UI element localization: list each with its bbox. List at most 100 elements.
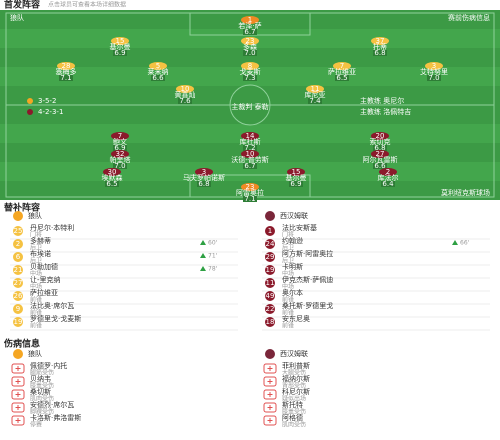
sub-position: 后卫 bbox=[282, 244, 294, 252]
home-dot bbox=[27, 98, 33, 104]
sub-number-badge[interactable] bbox=[13, 239, 23, 249]
player-name: 莱米纳 bbox=[148, 67, 169, 76]
player-badge[interactable] bbox=[195, 168, 213, 176]
sub-number: 21 bbox=[14, 266, 23, 274]
player-name: 库法尔 bbox=[378, 173, 399, 182]
player-rating: 7.0 bbox=[428, 74, 439, 82]
player-badge[interactable] bbox=[176, 85, 194, 93]
player-rating: 7.1 bbox=[60, 74, 71, 82]
player-name: 马夫罗帕诺斯 bbox=[183, 173, 225, 182]
rating-box bbox=[243, 196, 257, 202]
rating-box bbox=[113, 145, 127, 151]
injury-cross bbox=[15, 418, 21, 423]
sub-position: 门将 bbox=[282, 231, 294, 239]
injured-name: 桑切斯 bbox=[30, 387, 51, 396]
player-badge[interactable] bbox=[241, 62, 259, 70]
sub-position: 中场 bbox=[30, 283, 42, 291]
player-rating: 7.2 bbox=[244, 144, 255, 152]
player-badge[interactable] bbox=[379, 168, 397, 176]
sub-number: 19 bbox=[266, 266, 275, 274]
sub-number-badge[interactable] bbox=[13, 226, 23, 236]
player-rating: 6.7 bbox=[244, 162, 255, 170]
player-rating: 6.4 bbox=[382, 180, 394, 188]
player-badge[interactable] bbox=[287, 168, 305, 176]
sub-name: 约翰逊 bbox=[282, 236, 303, 245]
sub-name: 让-里克纳 bbox=[30, 275, 61, 284]
sub-number-badge[interactable] bbox=[13, 317, 23, 327]
player-number: 10 bbox=[181, 85, 190, 93]
sub-number-badge[interactable] bbox=[265, 239, 275, 249]
player-badge[interactable] bbox=[103, 168, 121, 176]
player-badge[interactable] bbox=[241, 132, 259, 140]
player-badge[interactable] bbox=[371, 132, 389, 140]
sub-number-badge[interactable] bbox=[265, 278, 275, 288]
player-name: 多森 bbox=[243, 42, 257, 51]
player-badge[interactable] bbox=[425, 62, 443, 70]
sub-number-badge[interactable] bbox=[265, 304, 275, 314]
sub-position: 前锋 bbox=[282, 296, 294, 304]
sub-number-badge[interactable] bbox=[265, 252, 275, 262]
sub-position: 中场 bbox=[30, 270, 42, 278]
subs-title: 替补阵容 bbox=[4, 202, 40, 214]
sub-in-arrow bbox=[452, 240, 458, 245]
sub-name: 安东尼奥 bbox=[282, 314, 310, 323]
player-badge[interactable] bbox=[57, 62, 75, 70]
sub-number: 18 bbox=[266, 318, 275, 326]
rating-box bbox=[197, 181, 211, 187]
sub-name: 卡明斯 bbox=[282, 262, 303, 271]
player-rating: 6.6 bbox=[374, 162, 386, 170]
sub-number-badge[interactable] bbox=[13, 278, 23, 288]
player-name: 库杜斯 bbox=[240, 137, 261, 146]
sub-number-badge[interactable] bbox=[265, 265, 275, 275]
player-badge[interactable] bbox=[333, 62, 351, 70]
injuries-title: 伤病信息 bbox=[3, 338, 40, 350]
player-badge[interactable] bbox=[241, 16, 259, 24]
player-badge[interactable] bbox=[241, 150, 259, 158]
sub-position: 前锋 bbox=[282, 322, 294, 330]
rating-box bbox=[178, 98, 192, 104]
player-badge[interactable] bbox=[111, 132, 129, 140]
player-badge[interactable] bbox=[306, 85, 324, 93]
rating-box bbox=[151, 75, 165, 81]
home-coach: 主教练 奥尼尔 bbox=[360, 96, 404, 105]
sub-name: 贝勒加德 bbox=[30, 262, 58, 271]
sub-number-badge[interactable] bbox=[13, 265, 23, 275]
sub-name: 伊克杰斯·萨佩迪 bbox=[282, 275, 333, 284]
player-badge[interactable] bbox=[371, 150, 389, 158]
player-rating: 6.6 bbox=[152, 74, 164, 82]
home-team-name: 狼队 bbox=[10, 13, 24, 22]
injury-reason: 大腿受伤 bbox=[282, 369, 306, 377]
player-badge[interactable] bbox=[241, 183, 259, 191]
sub-number-badge[interactable] bbox=[265, 291, 275, 301]
player-badge[interactable] bbox=[371, 37, 389, 45]
page-subtitle: 点击球员可查看本场详细数据 bbox=[48, 1, 126, 9]
player-badge[interactable] bbox=[149, 62, 167, 70]
injured-name: 安德烈·席尔瓦 bbox=[30, 400, 74, 409]
player-badge[interactable] bbox=[111, 150, 129, 158]
rating-box bbox=[243, 29, 257, 35]
sub-number-badge[interactable] bbox=[13, 252, 23, 262]
away-dot bbox=[27, 109, 33, 115]
player-number: 3 bbox=[432, 62, 436, 70]
player-rating: 6.9 bbox=[290, 180, 301, 188]
home-note: 赛前伤病信息 bbox=[448, 13, 490, 22]
sub-number-badge[interactable] bbox=[13, 291, 23, 301]
sub-number-badge[interactable] bbox=[265, 226, 275, 236]
sub-number-badge[interactable] bbox=[265, 317, 275, 327]
injury-reason: 背部受伤 bbox=[282, 382, 306, 390]
player-number: 32 bbox=[116, 150, 125, 158]
player-name: 阿雷奥拉 bbox=[236, 188, 264, 197]
player-badge[interactable] bbox=[241, 37, 259, 45]
injury-reason: 腿筋受伤 bbox=[30, 369, 54, 377]
sub-in-time: 66' bbox=[460, 240, 470, 247]
sub-number-badge[interactable] bbox=[13, 304, 23, 314]
page-title: 首发阵容 bbox=[4, 0, 40, 11]
team-badge bbox=[265, 349, 275, 359]
player-rating: 6.8 bbox=[374, 49, 385, 57]
sub-name: 奥尔本 bbox=[282, 288, 303, 297]
player-badge[interactable] bbox=[111, 37, 129, 45]
rating-box bbox=[243, 50, 257, 56]
player-number: 7 bbox=[118, 132, 122, 140]
header-bar bbox=[0, 0, 500, 10]
sub-number: 19 bbox=[14, 318, 23, 326]
